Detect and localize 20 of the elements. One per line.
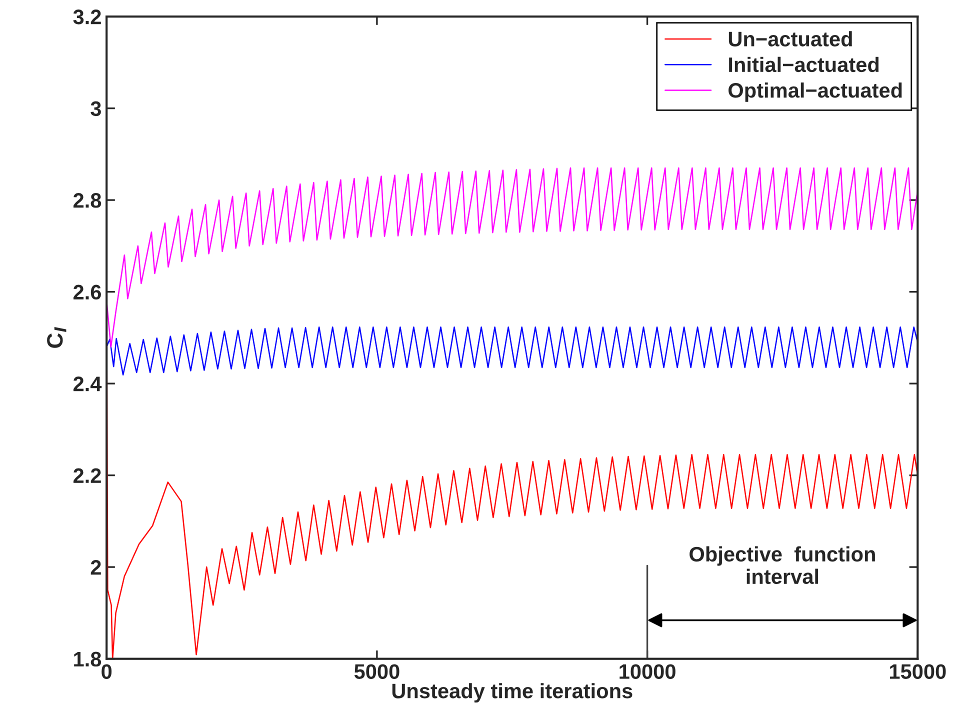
- y-tick-label: 2.8: [73, 193, 102, 208]
- line-series: [106, 167, 918, 348]
- x-axis-title: Unsteady time iterations: [392, 683, 632, 702]
- y-tick-label: 1.8: [74, 652, 102, 667]
- y-tick-label: 3: [90, 101, 101, 116]
- ref-line-label: Objective function interval: [690, 546, 875, 584]
- y-tick-label: 2.4: [73, 376, 102, 392]
- legend-label: Optimal−actuated: [728, 82, 902, 102]
- x-tick-label: 5000: [354, 664, 400, 679]
- x-tick-label: 0: [102, 664, 112, 679]
- line-series: [106, 326, 918, 376]
- legend-label: Un−actuated: [728, 31, 852, 46]
- x-tick-label: 10000: [620, 664, 676, 679]
- y-tick-label: 2.2: [73, 468, 101, 483]
- y-tick-label: 2: [90, 560, 101, 575]
- y-tick-label: 2.6: [73, 284, 101, 300]
- x-tick-label: 15000: [890, 664, 946, 679]
- y-tick-label: 3.2: [73, 10, 101, 24]
- legend-label: Initial−actuated: [729, 56, 879, 72]
- y-axis-title: C$_{l}$: [47, 327, 66, 348]
